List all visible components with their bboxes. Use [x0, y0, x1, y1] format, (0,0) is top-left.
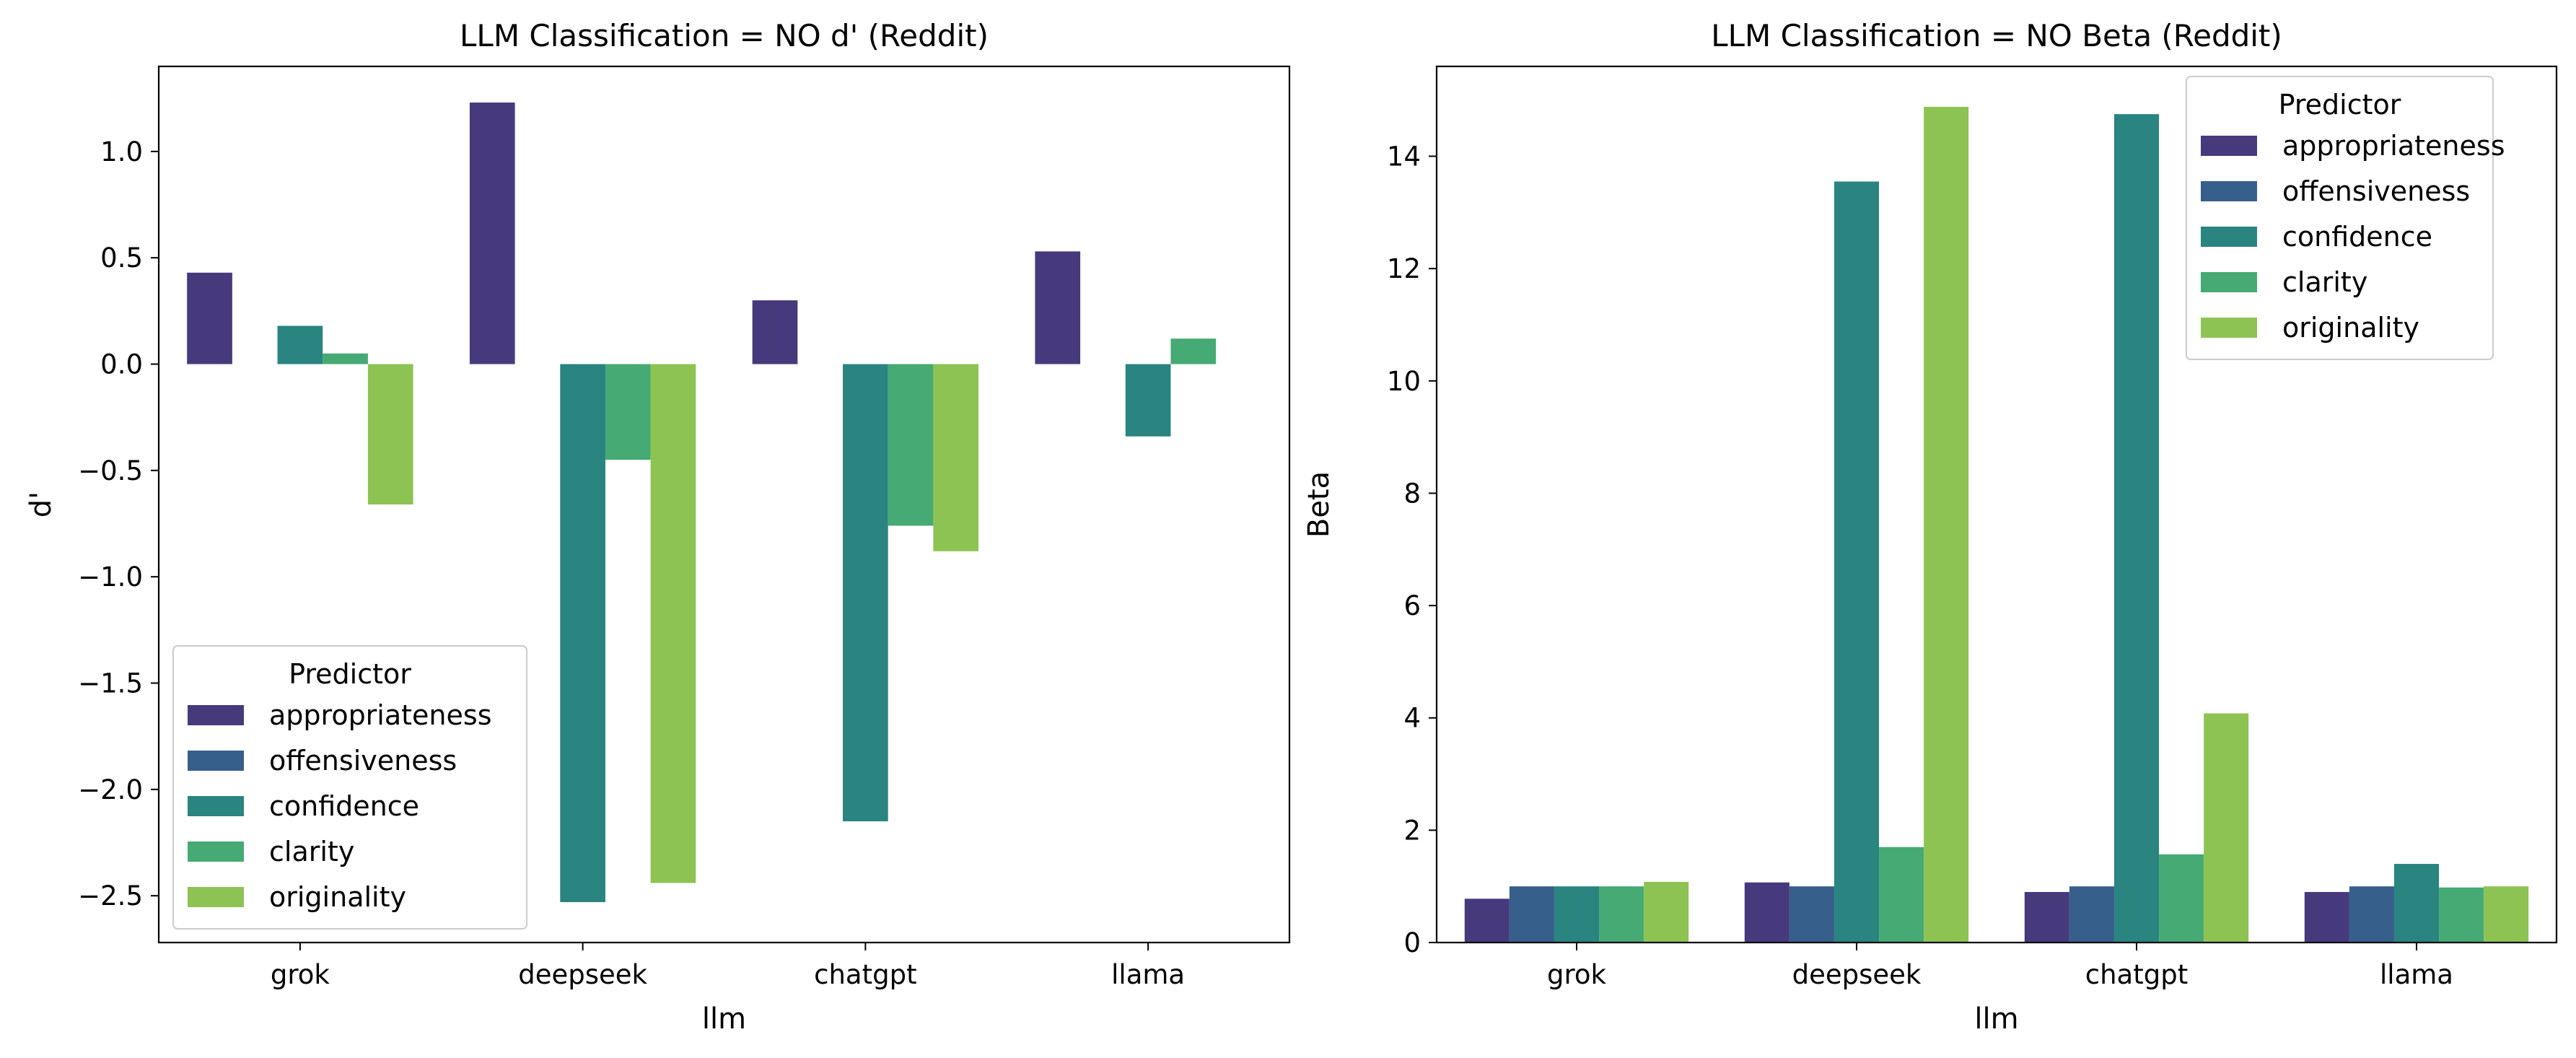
x-tick-label-deepseek: deepseek [518, 959, 647, 990]
bar-appropriateness-deepseek [1744, 882, 1789, 943]
y-tick-label: 10 [1387, 366, 1421, 397]
y-axis-label: Beta [1302, 471, 1336, 538]
legend-swatch-confidence [188, 796, 244, 816]
legend-label-offensiveness: offensiveness [2282, 175, 2470, 207]
legend-swatch-appropriateness [188, 705, 244, 725]
bar-originality-llama [2484, 886, 2529, 943]
bar-clarity-llama [1170, 338, 1217, 364]
axes-frame [1435, 65, 2558, 944]
bar-clarity-chatgpt [888, 364, 934, 526]
legend-box [172, 645, 527, 930]
legend-title: Predictor [289, 658, 411, 690]
x-axis-label: llm [1974, 1002, 2018, 1036]
bar-appropriateness-chatgpt [752, 300, 798, 364]
bar-offensiveness-chatgpt [2069, 886, 2114, 943]
legend-swatch-appropriateness [2201, 136, 2257, 156]
y-tick-label: −0.5 [78, 455, 143, 486]
bar-originality-deepseek [650, 364, 696, 883]
bar-clarity-grok [1599, 886, 1644, 943]
bars [187, 102, 1217, 903]
chart-title: LLM Classification = NO d' (Reddit) [460, 18, 989, 53]
bar-clarity-grok [323, 353, 368, 364]
beta-chart: 0 2 4 6 8 10 12 14 grok deepseek chatgpt llama LLM C… [1302, 18, 2558, 1036]
bar-confidence-deepseek [560, 364, 605, 903]
bar-clarity-chatgpt [2159, 854, 2204, 943]
bar-confidence-chatgpt [2113, 114, 2160, 943]
bar-confidence-grok [1554, 886, 1600, 943]
y-tick-label: −2.0 [78, 774, 143, 805]
legend-label-appropriateness: appropriateness [2282, 130, 2505, 162]
bar-appropriateness-deepseek [469, 102, 515, 364]
x-axis-label: llm [702, 1002, 746, 1036]
x-tick-label-llama: llama [1111, 959, 1185, 990]
y-tick-label: 12 [1387, 253, 1421, 284]
bars [1464, 107, 2529, 943]
bar-originality-grok [367, 364, 413, 504]
axes-frame [157, 65, 1291, 944]
x-tick-label-chatgpt: chatgpt [2085, 959, 2188, 990]
bar-offensiveness-deepseek [1789, 886, 1834, 943]
y-tick-label: 1.0 [100, 136, 143, 167]
bar-clarity-deepseek [605, 364, 651, 460]
legend-swatch-offensiveness [188, 751, 244, 771]
legend-label-clarity: clarity [2282, 266, 2367, 298]
legend-label-appropriateness: appropriateness [269, 699, 492, 731]
bar-offensiveness-grok [1509, 886, 1554, 943]
bar-clarity-deepseek [1879, 847, 1924, 943]
y-tick-label: −1.0 [78, 561, 143, 593]
bar-originality-deepseek [1924, 107, 1969, 943]
bar-appropriateness-chatgpt [2024, 891, 2069, 943]
bar-originality-chatgpt [2204, 713, 2249, 943]
y-tick-label: 6 [1403, 590, 1421, 621]
legend: Predictor appropriateness offensiveness con… [172, 645, 527, 930]
x-tick-label-grok: grok [271, 959, 330, 990]
y-axis-label: d' [25, 491, 58, 517]
dprime-chart: 1.0 0.5 0.0 −0.5 −1.0 −1.5 −2.0 −2.5 grok deepsee… [25, 18, 1291, 1036]
legend-label-confidence: confidence [2282, 221, 2432, 253]
bar-appropriateness-llama [1035, 251, 1081, 364]
y-tick-label: −1.5 [78, 668, 143, 699]
bar-offensiveness-llama [2349, 886, 2394, 943]
bar-confidence-llama [1125, 364, 1171, 437]
y-tick-label: 4 [1403, 703, 1421, 734]
legend-box [2186, 76, 2494, 360]
bar-confidence-chatgpt [843, 364, 888, 822]
bar-confidence-grok [277, 325, 323, 364]
legend-swatch-clarity [188, 841, 244, 862]
legend-title: Predictor [2279, 89, 2401, 121]
legend-label-originality: originality [269, 881, 406, 913]
bar-originality-chatgpt [933, 364, 979, 551]
y-tick-label: 0.0 [100, 349, 143, 380]
y-tick-label: 14 [1387, 141, 1421, 172]
legend: Predictor appropriateness offensiveness con… [2186, 76, 2505, 360]
x-tick-label-llama: llama [2380, 959, 2453, 990]
y-tick-label: −2.5 [78, 880, 143, 911]
bar-appropriateness-grok [187, 272, 232, 364]
bar-appropriateness-llama [2304, 891, 2349, 943]
legend-swatch-offensiveness [2201, 181, 2257, 201]
x-tick-label-chatgpt: chatgpt [814, 959, 916, 990]
y-tick-label: 2 [1403, 815, 1421, 846]
y-tick-label: 0.5 [100, 242, 143, 274]
legend-label-clarity: clarity [269, 836, 354, 867]
legend-swatch-originality [188, 887, 244, 907]
y-tick-label: 8 [1403, 478, 1421, 509]
x-tick-label-grok: grok [1547, 959, 1607, 990]
bar-confidence-deepseek [1834, 181, 1880, 943]
legend-label-originality: originality [2282, 312, 2419, 344]
legend-label-offensiveness: offensiveness [269, 745, 457, 777]
legend-label-confidence: confidence [269, 790, 419, 822]
bar-appropriateness-grok [1464, 899, 1510, 943]
legend-swatch-originality [2201, 318, 2257, 338]
x-tick-label-deepseek: deepseek [1792, 959, 1922, 990]
bar-clarity-llama [2439, 887, 2484, 943]
chart-title: LLM Classification = NO Beta (Reddit) [1711, 18, 2282, 53]
bar-confidence-llama [2393, 864, 2440, 943]
legend-swatch-clarity [2201, 272, 2257, 292]
bar-originality-grok [1644, 881, 1689, 943]
y-tick-label: 0 [1403, 927, 1421, 958]
legend-swatch-confidence [2201, 227, 2257, 247]
